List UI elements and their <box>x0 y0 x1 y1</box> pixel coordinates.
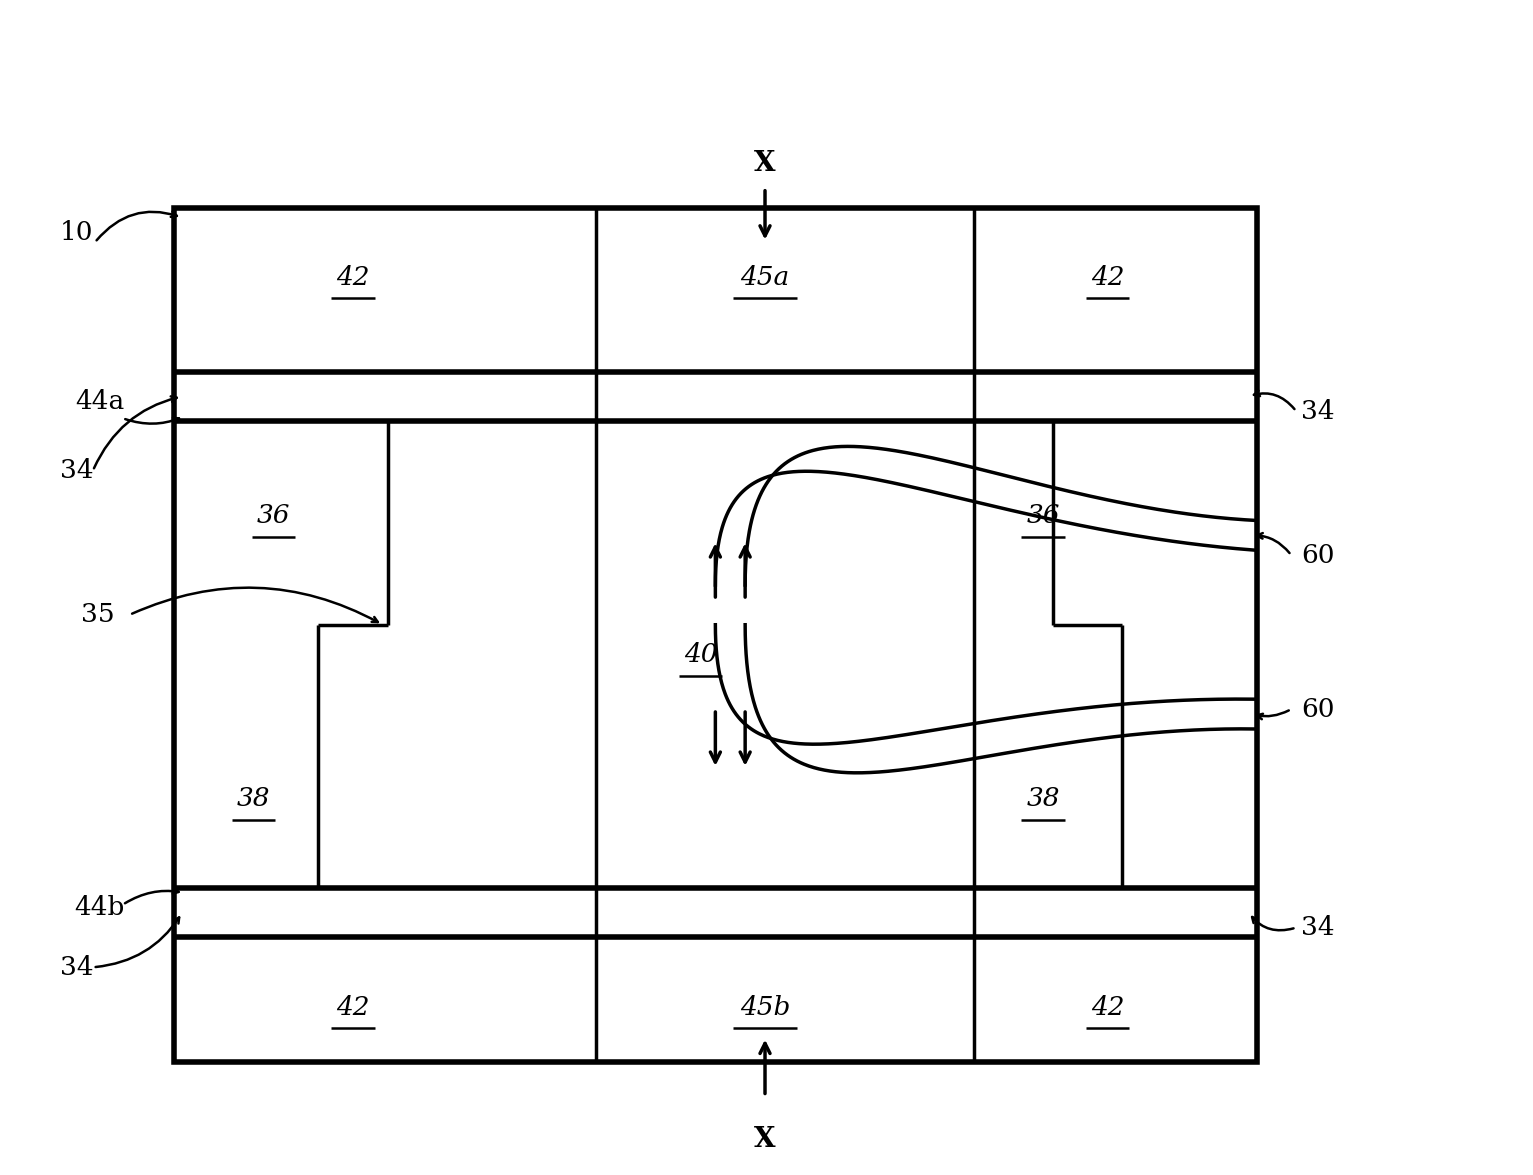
Text: 40: 40 <box>684 642 717 667</box>
Text: X: X <box>754 1126 776 1153</box>
Text: 45a: 45a <box>740 264 789 290</box>
Text: 44a: 44a <box>75 389 124 414</box>
Text: 45b: 45b <box>740 994 789 1020</box>
Text: 10: 10 <box>60 220 94 246</box>
Text: 35: 35 <box>81 603 115 627</box>
Text: 42: 42 <box>336 264 369 290</box>
Text: 36: 36 <box>1026 503 1059 528</box>
Text: 34: 34 <box>1302 398 1335 424</box>
Text: 60: 60 <box>1302 697 1335 721</box>
Text: 34: 34 <box>1302 915 1335 940</box>
Text: 38: 38 <box>1026 786 1059 811</box>
Text: X: X <box>754 149 776 176</box>
Text: 42: 42 <box>1091 994 1124 1020</box>
Text: 44b: 44b <box>74 895 124 920</box>
Text: 38: 38 <box>238 786 270 811</box>
Text: 42: 42 <box>1091 264 1124 290</box>
Bar <box>175 208 1257 1062</box>
Text: 60: 60 <box>1302 543 1335 568</box>
Text: 36: 36 <box>256 503 290 528</box>
Text: 34: 34 <box>60 955 94 980</box>
Text: 42: 42 <box>336 994 369 1020</box>
Text: 34: 34 <box>60 458 94 483</box>
